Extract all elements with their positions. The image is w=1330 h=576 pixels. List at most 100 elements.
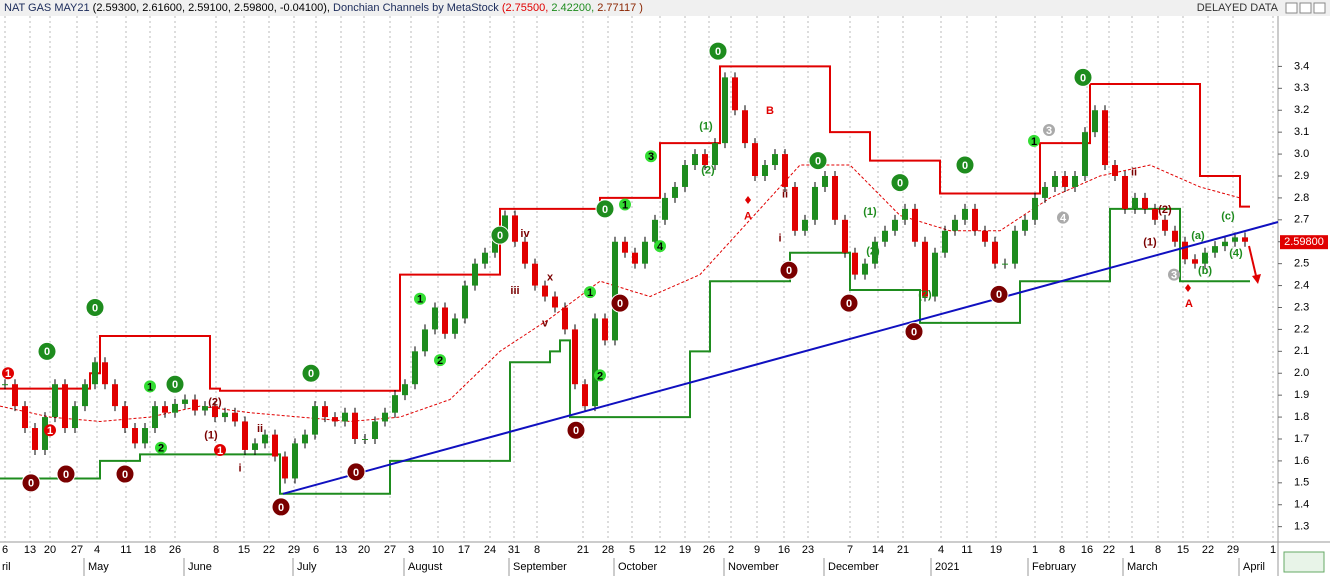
candle [832, 175, 838, 220]
candle [692, 154, 698, 166]
candle [1132, 197, 1138, 209]
candle [1222, 241, 1228, 247]
wave-label: 0 [122, 469, 128, 481]
candle [542, 285, 548, 297]
month-label: November [728, 561, 779, 573]
wave-label: 2 [437, 355, 443, 367]
wave-label: 0 [353, 467, 359, 479]
candle [862, 263, 868, 275]
candle [1232, 237, 1238, 242]
candle [1172, 230, 1178, 242]
wave-label: 0 [911, 327, 917, 339]
wave-label: 0 [63, 469, 69, 481]
candle [1152, 208, 1158, 220]
wave-marker [21, 473, 41, 493]
candle [392, 395, 398, 413]
y-tick-label: 2.0 [1294, 367, 1309, 379]
wave-marker [610, 293, 630, 313]
wave-marker [301, 363, 321, 383]
month-label: December [828, 561, 879, 573]
x-tick-label: 14 [872, 544, 884, 556]
x-tick-label: 8 [1059, 544, 1065, 556]
candle [292, 443, 298, 479]
candle [1022, 219, 1028, 231]
month-label: ril [2, 561, 11, 573]
wave-label: 0 [897, 177, 903, 189]
candle [592, 318, 598, 407]
y-tick-label: 2.5 [1294, 258, 1309, 270]
wave-marker [490, 225, 510, 245]
candle [902, 208, 908, 220]
candle [1092, 110, 1098, 133]
month-label: October [618, 561, 657, 573]
y-tick-label: 1.3 [1294, 521, 1309, 533]
wave-marker [1043, 123, 1055, 136]
candle [1202, 252, 1208, 264]
x-tick-label: 8 [534, 544, 540, 556]
candle [912, 208, 918, 242]
wave-label: ii [1131, 167, 1137, 179]
x-tick-label: 23 [802, 544, 814, 556]
candle [302, 434, 308, 444]
candle [852, 252, 858, 275]
candle [562, 307, 568, 330]
x-tick-label: 29 [288, 544, 300, 556]
wave-marker [115, 464, 135, 484]
candle [1242, 237, 1248, 242]
candle [962, 208, 968, 220]
wave-label: 0 [172, 379, 178, 391]
candle [222, 412, 228, 418]
wave-marker [346, 462, 366, 482]
wave-label: 0 [28, 478, 34, 490]
wave-marker [1073, 67, 1093, 87]
x-tick-label: 9 [754, 544, 760, 556]
wave-marker [56, 464, 76, 484]
y-tick-label: 3.4 [1294, 60, 1309, 72]
candle [812, 186, 818, 220]
wave-label: (2) [1158, 204, 1172, 216]
wave-label: 3 [1046, 125, 1052, 137]
candle [312, 406, 318, 435]
wave-label: 1 [5, 368, 11, 380]
wave-label: i [778, 232, 781, 244]
x-tick-label: 6 [313, 544, 319, 556]
y-tick-label: 2.2 [1294, 323, 1309, 335]
wave-marker [955, 155, 975, 175]
x-tick-label: 26 [169, 544, 181, 556]
wave-label: B [766, 105, 774, 117]
candle [1112, 165, 1118, 176]
candle [842, 219, 848, 253]
y-tick-label: 1.8 [1294, 411, 1309, 423]
candle [1032, 197, 1038, 220]
candle [202, 406, 208, 411]
y-tick-label: 1.4 [1294, 499, 1309, 511]
x-tick-label: 19 [990, 544, 1002, 556]
x-tick-label: 1 [1129, 544, 1135, 556]
month-label: February [1032, 561, 1077, 573]
window-button[interactable] [1299, 2, 1312, 14]
candle [452, 318, 458, 334]
wave-marker [155, 441, 167, 454]
channel-lower: 2.42200, [551, 2, 594, 14]
wave-marker [584, 286, 596, 299]
wave-marker [645, 150, 657, 163]
wave-label: 0 [617, 298, 623, 310]
x-tick-label: 21 [577, 544, 589, 556]
wave-marker [1028, 134, 1040, 147]
month-label: May [88, 561, 109, 573]
wave-label: (c) [1221, 210, 1235, 222]
candle [632, 252, 638, 264]
channel-mid: 2.77117 ) [597, 2, 643, 14]
x-tick-label: 22 [263, 544, 275, 556]
window-button[interactable] [1313, 2, 1326, 14]
x-tick-label: 27 [71, 544, 83, 556]
candle [922, 241, 928, 297]
window-button[interactable] [1285, 2, 1298, 14]
candle [212, 406, 218, 418]
candle [1012, 230, 1018, 264]
x-tick-label: 27 [384, 544, 396, 556]
candle [422, 329, 428, 352]
x-tick-label: 17 [458, 544, 470, 556]
wave-label: 1 [417, 294, 423, 306]
x-tick-label: 12 [654, 544, 666, 556]
